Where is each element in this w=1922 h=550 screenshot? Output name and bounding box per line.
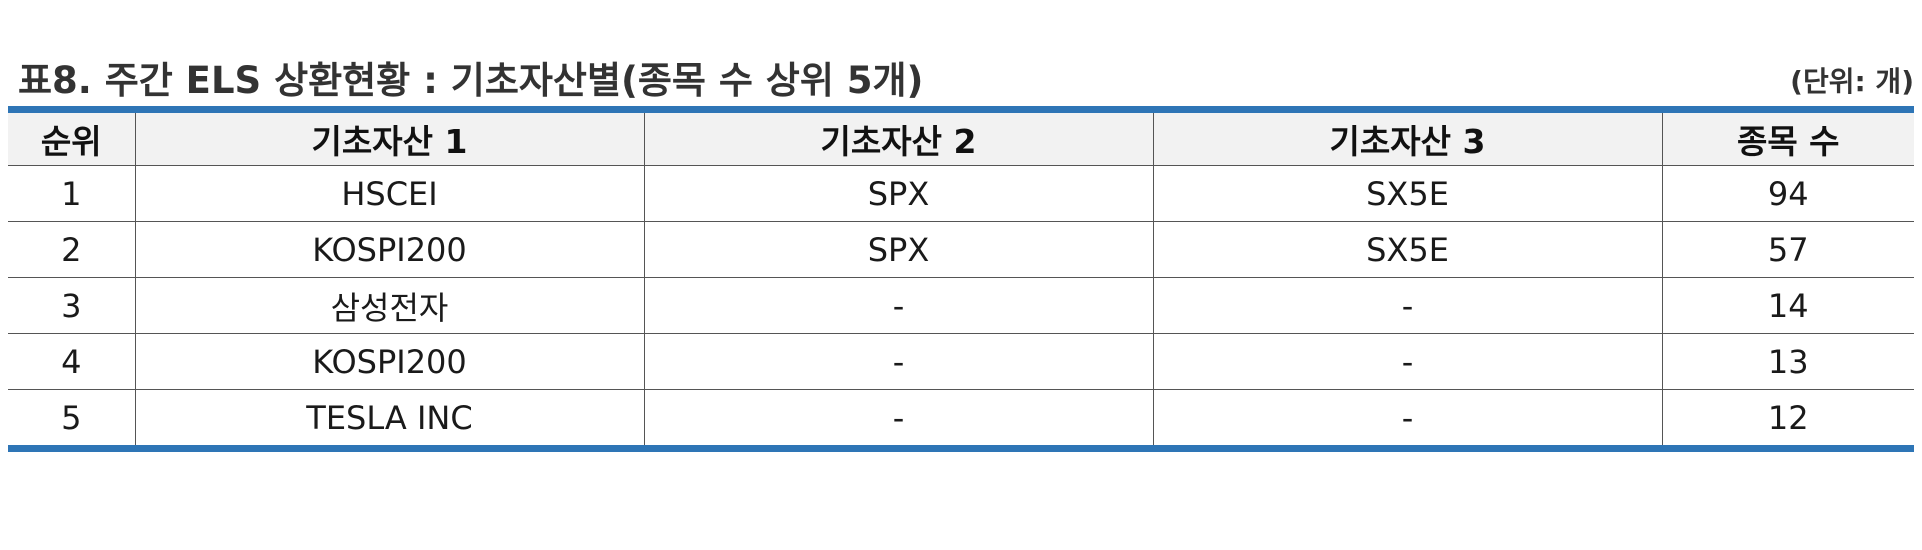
cell-asset-1: KOSPI200 [134, 221, 644, 278]
table-row: 5 TESLA INC - - 12 [8, 389, 1914, 449]
cell-count: 13 [1661, 333, 1914, 390]
cell-rank: 3 [8, 277, 135, 334]
cell-asset-3: - [1152, 333, 1662, 390]
table-row: 4 KOSPI200 - - 13 [8, 333, 1914, 390]
cell-asset-3: SX5E [1152, 221, 1662, 278]
table-row: 3 삼성전자 - - 14 [8, 277, 1914, 334]
column-header-asset-3: 기초자산 3 [1152, 109, 1662, 166]
cell-count: 12 [1661, 389, 1914, 449]
unit-note: (단위: 개) [1790, 65, 1914, 98]
header-row: 순위 기초자산 1 기초자산 2 기초자산 3 종목 수 [8, 109, 1914, 166]
cell-asset-2: - [643, 389, 1153, 449]
column-header-asset-2: 기초자산 2 [643, 109, 1153, 166]
cell-asset-2: - [643, 333, 1153, 390]
column-header-rank: 순위 [8, 109, 135, 166]
column-header-count: 종목 수 [1661, 109, 1914, 166]
cell-asset-1: 삼성전자 [134, 277, 644, 334]
cell-rank: 5 [61, 398, 82, 437]
column-header-asset-1: 기초자산 1 [134, 109, 644, 166]
table-caption-row: 표8. 주간 ELS 상환현황 : 기초자산별(종목 수 상위 5개) (단위:… [8, 48, 1914, 104]
cell-asset-3: - [1152, 389, 1662, 449]
table-row: 1 HSCEI SPX SX5E 94 [8, 165, 1914, 222]
table-row: 2 KOSPI200 SPX SX5E 57 [8, 221, 1914, 278]
cell-rank: 2 [8, 221, 135, 278]
cell-asset-1: TESLA INC [134, 389, 644, 449]
cell-asset-3: - [1152, 277, 1662, 334]
table-title: 표8. 주간 ELS 상환현황 : 기초자산별(종목 수 상위 5개) [18, 59, 924, 102]
cell-asset-1: HSCEI [134, 165, 644, 222]
cell-count: 57 [1661, 221, 1914, 278]
cell-rank: 4 [8, 333, 135, 390]
cell-asset-2: SPX [643, 221, 1153, 278]
cell-asset-1: KOSPI200 [134, 333, 644, 390]
els-redemption-table: 순위 기초자산 1 기초자산 2 기초자산 3 종목 수 1 HSCEI SPX… [8, 106, 1914, 452]
cell-asset-2: - [643, 277, 1153, 334]
cell-count: 14 [1661, 277, 1914, 334]
cell-rank: 1 [8, 165, 135, 222]
cell-asset-3: SX5E [1152, 165, 1662, 222]
cell-count: 94 [1661, 165, 1914, 222]
cell-asset-2: SPX [643, 165, 1153, 222]
